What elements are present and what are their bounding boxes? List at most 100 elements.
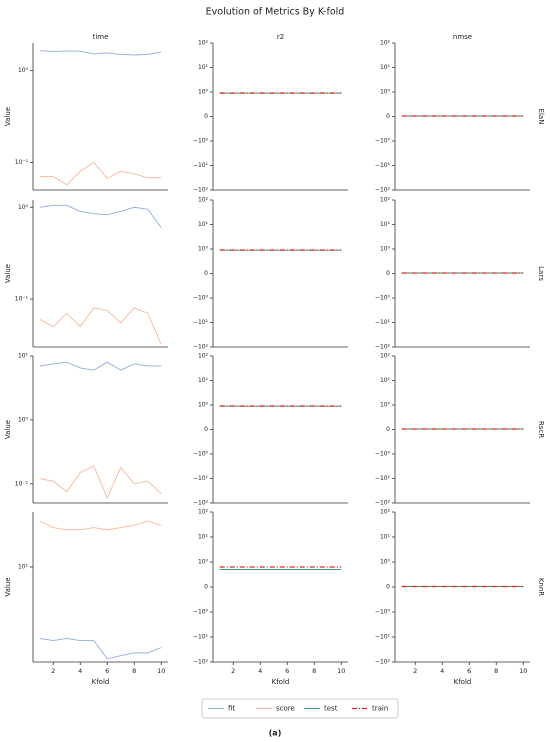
- series-line: [39, 465, 162, 500]
- x-tick-label: 2: [413, 667, 417, 675]
- y-tick-label: −10²: [193, 500, 209, 507]
- y-tick-label: 0: [386, 113, 390, 120]
- y-tick-label: 10⁰: [380, 246, 391, 253]
- y-tick-label: 10⁰: [18, 204, 29, 211]
- y-tick-label: 10¹: [380, 64, 391, 71]
- y-tick-label: 10⁰: [18, 416, 29, 423]
- y-tick-label: −10¹: [193, 475, 209, 482]
- y-tick-label: 0: [204, 113, 208, 120]
- x-tick-label: 4: [258, 667, 262, 675]
- series-line: [39, 520, 162, 531]
- row-label: ElaN: [537, 109, 545, 125]
- x-tick-label: 6: [105, 667, 109, 675]
- x-tick-label: 8: [312, 667, 316, 675]
- y-tick-label: 10⁻¹: [15, 296, 29, 303]
- y-tick-label: 10¹: [198, 221, 209, 228]
- y-tick-label: 10¹: [380, 377, 391, 384]
- y-tick-label: −10⁰: [375, 138, 391, 145]
- y-tick-label: −10¹: [193, 634, 209, 641]
- x-axis-label: Kfold: [92, 678, 110, 686]
- y-tick-label: 10¹: [198, 534, 209, 541]
- y-tick-label: −10¹: [375, 475, 391, 482]
- y-tick-label: −10⁰: [193, 451, 209, 458]
- panel-title: r2: [277, 33, 284, 41]
- legend-label: fit: [228, 705, 235, 713]
- y-tick-label: −10¹: [193, 319, 209, 326]
- row-label: Lars: [537, 266, 545, 281]
- panel-title: time: [93, 33, 109, 41]
- series-line: [39, 361, 162, 371]
- y-tick-label: −10¹: [193, 162, 209, 169]
- y-tick-label: −10¹: [375, 319, 391, 326]
- y-tick-label: 10⁰: [198, 89, 209, 96]
- x-tick-label: 10: [157, 667, 165, 675]
- y-tick-label: 10⁻¹: [15, 480, 29, 487]
- y-tick-label: 0: [204, 270, 208, 277]
- y-tick-label: 10⁰: [18, 67, 29, 74]
- x-tick-label: 2: [51, 667, 55, 675]
- y-tick-label: 10²: [198, 509, 209, 516]
- x-tick-label: 8: [132, 667, 136, 675]
- y-tick-label: 10²: [380, 509, 391, 516]
- y-tick-label: 10²: [380, 197, 391, 204]
- x-tick-label: 6: [285, 667, 289, 675]
- y-tick-label: 10²: [198, 197, 209, 204]
- legend-box: [201, 698, 399, 719]
- x-axis-label: Kfold: [454, 678, 472, 686]
- y-tick-label: −10⁰: [193, 295, 209, 302]
- y-axis-label: Value: [4, 420, 12, 439]
- y-tick-label: 10⁻¹: [15, 159, 29, 166]
- y-tick-label: −10²: [375, 659, 391, 666]
- legend-label: test: [324, 705, 338, 713]
- y-tick-label: 10⁰: [198, 402, 209, 409]
- y-tick-label: 10¹: [18, 564, 29, 571]
- y-tick-label: −10⁰: [375, 609, 391, 616]
- y-tick-label: 10⁰: [380, 89, 391, 96]
- y-axis-label: Value: [4, 577, 12, 596]
- caption: (a): [269, 729, 282, 738]
- y-tick-label: −10⁰: [193, 609, 209, 616]
- y-tick-label: −10¹: [375, 162, 391, 169]
- panel-title: nmse: [453, 33, 472, 41]
- figure-title: Evolution of Metrics By K-fold: [206, 7, 345, 18]
- y-tick-label: −10²: [375, 500, 391, 507]
- x-axis-label: Kfold: [272, 678, 290, 686]
- y-axis-label: Value: [4, 107, 12, 126]
- y-tick-label: 10²: [198, 353, 209, 360]
- y-tick-label: 10⁰: [198, 246, 209, 253]
- x-tick-label: 10: [337, 667, 345, 675]
- y-tick-label: −10¹: [375, 634, 391, 641]
- y-tick-label: 10⁰: [380, 402, 391, 409]
- y-tick-label: 0: [386, 584, 390, 591]
- y-axis-label: Value: [4, 264, 12, 283]
- y-tick-label: 10¹: [198, 64, 209, 71]
- y-tick-label: 10¹: [380, 221, 391, 228]
- legend-label: score: [276, 705, 295, 713]
- y-tick-label: 0: [204, 584, 208, 591]
- y-tick-label: 0: [204, 426, 208, 433]
- row-label: RscR: [537, 421, 545, 438]
- y-tick-label: −10²: [193, 344, 209, 351]
- y-tick-label: 10¹: [18, 353, 29, 360]
- series-line: [39, 204, 162, 228]
- y-tick-label: −10⁰: [375, 295, 391, 302]
- series-line: [39, 307, 162, 345]
- y-tick-label: 10²: [380, 40, 391, 47]
- x-tick-label: 8: [494, 667, 498, 675]
- y-tick-label: 10¹: [198, 377, 209, 384]
- y-tick-label: 10¹: [380, 534, 391, 541]
- y-tick-label: 10²: [198, 40, 209, 47]
- y-tick-label: −10²: [193, 659, 209, 666]
- x-tick-label: 4: [440, 667, 444, 675]
- legend-label: train: [372, 705, 388, 713]
- x-tick-label: 10: [519, 667, 527, 675]
- y-tick-label: 0: [386, 426, 390, 433]
- y-tick-label: 10⁰: [380, 559, 391, 566]
- y-tick-label: 10²: [380, 353, 391, 360]
- y-tick-label: 10⁰: [198, 559, 209, 566]
- x-tick-label: 2: [231, 667, 235, 675]
- x-tick-label: 4: [78, 667, 82, 675]
- series-line: [39, 161, 162, 186]
- series-line: [39, 638, 162, 660]
